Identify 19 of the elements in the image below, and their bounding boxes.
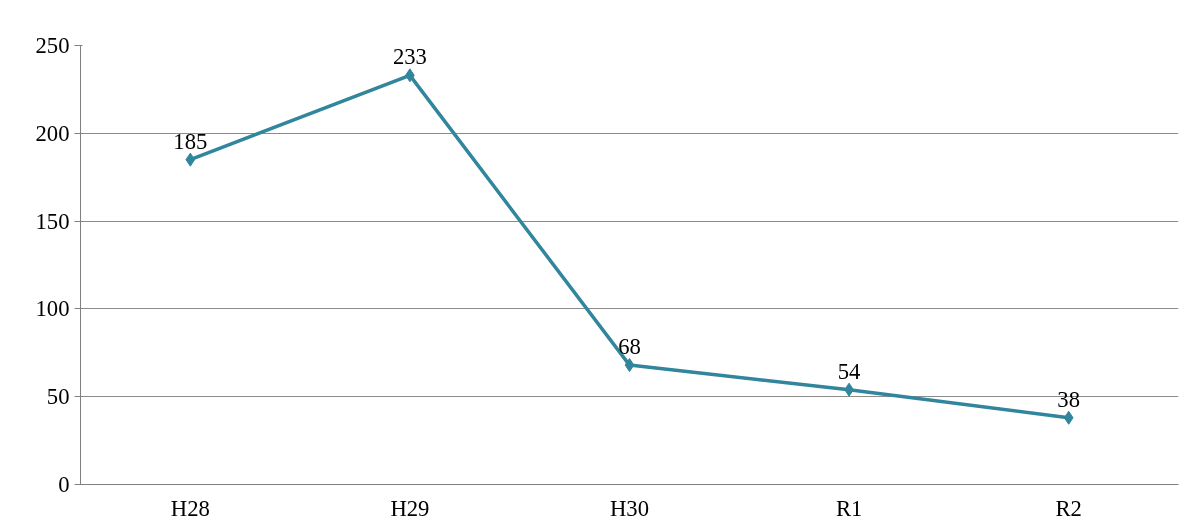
point (185, 152, 196, 167)
point (1063, 410, 1074, 425)
data-label: 68 (618, 334, 641, 360)
data-label: 185 (173, 128, 208, 154)
y-tick-label: 0 (58, 472, 70, 497)
x-tick-label: H28 (170, 495, 210, 521)
y-tick-label: 200 (35, 120, 70, 146)
data-label: 54 (837, 358, 861, 384)
data-label: 38 (1057, 386, 1081, 412)
y-tick-label: 50 (46, 384, 70, 410)
x-tick-label: R2 (1055, 495, 1082, 521)
x-tick-label: H29 (390, 495, 430, 521)
x-tick-label: R1 (835, 495, 863, 521)
data-label: 233 (392, 44, 427, 70)
y-tick-label: 100 (35, 296, 70, 322)
y-tick-label: 150 (35, 208, 70, 234)
point (624, 358, 635, 373)
x-tick-label: H30 (609, 495, 650, 521)
y-tick-label: 250 (35, 33, 70, 58)
